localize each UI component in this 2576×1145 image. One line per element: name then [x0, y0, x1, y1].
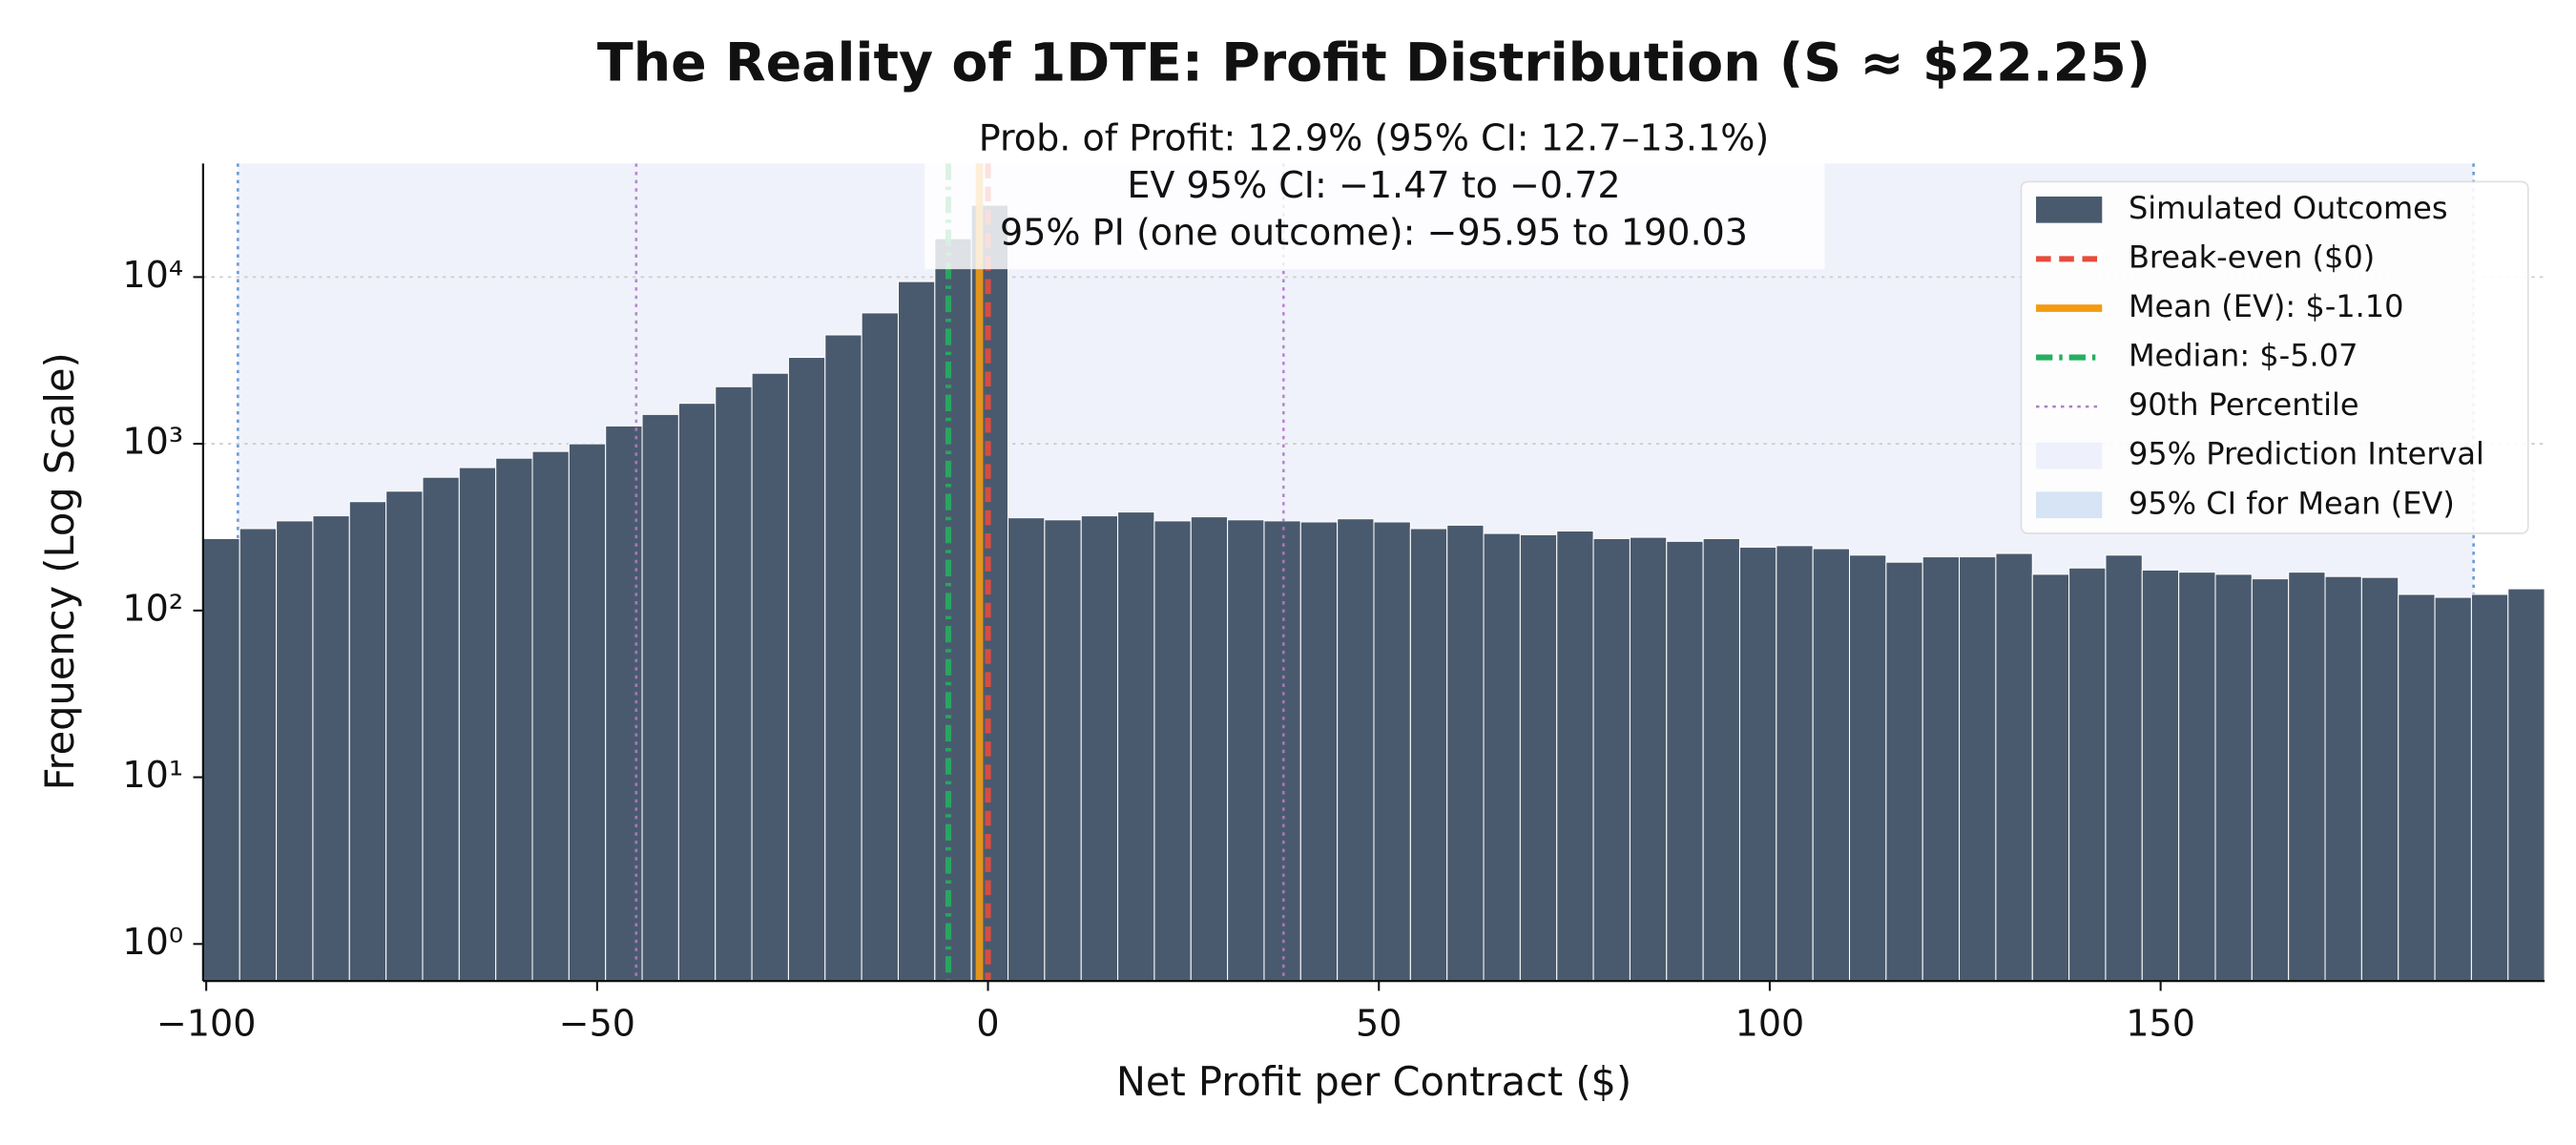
legend-label: 95% CI for Mean (EV) [2129, 485, 2455, 521]
bar [787, 356, 826, 982]
bar [495, 457, 533, 982]
bar [715, 385, 753, 982]
bar [2068, 567, 2107, 982]
bar [677, 403, 717, 982]
bar [1483, 532, 1521, 982]
bar [641, 413, 679, 982]
bar [2288, 572, 2326, 982]
bar [1117, 511, 1155, 982]
legend-label: 95% Prediction Interval [2129, 436, 2484, 472]
legend-label: Median: $-5.07 [2129, 338, 2358, 374]
bar [239, 528, 278, 982]
bar [1409, 528, 1448, 982]
bar [2324, 575, 2362, 982]
y-tick-label: 10⁰ [122, 921, 183, 963]
bar [1446, 524, 1485, 982]
bar [1519, 533, 1558, 982]
bar [1666, 540, 1704, 982]
x-tick-label: 0 [976, 1002, 999, 1044]
bar [1959, 556, 1997, 982]
chart-title: The Reality of 1DTE: Profit Distribution… [597, 32, 2150, 94]
bar [1227, 519, 1265, 982]
bar [2141, 569, 2180, 982]
bar [568, 443, 607, 982]
x-tick-label: 150 [2126, 1002, 2195, 1044]
bar [1629, 536, 1668, 982]
x-axis-label: Net Profit per Contract ($) [1116, 1058, 1631, 1105]
bar [458, 467, 497, 982]
bar [751, 372, 789, 982]
x-tick-label: −50 [559, 1002, 635, 1044]
bar [2434, 596, 2472, 982]
bar [1299, 521, 1339, 982]
bar [531, 450, 570, 982]
x-tick-label: 100 [1735, 1002, 1805, 1044]
annotation: EV 95% CI: −1.47 to −0.72 [1127, 164, 1620, 206]
y-tick-label: 10³ [122, 421, 183, 463]
x-tick-label: 50 [1356, 1002, 1402, 1044]
bar [348, 501, 387, 982]
bar [2031, 573, 2070, 982]
bar [897, 281, 936, 982]
bar [1885, 561, 1923, 982]
bar [2360, 576, 2399, 982]
legend-label: Simulated Outcomes [2129, 190, 2448, 226]
legend-swatch [2036, 491, 2103, 519]
bar [2251, 578, 2290, 982]
bar [1337, 518, 1375, 982]
x-tick-label: −100 [156, 1002, 257, 1044]
legend: Simulated Outcomes Break-even ($0) Mean (E… [2020, 180, 2529, 534]
bar [1738, 546, 1777, 982]
bar [2214, 573, 2253, 982]
bar [1776, 545, 1814, 982]
bar [1702, 537, 1740, 982]
bar [202, 537, 240, 982]
bar [2470, 593, 2509, 982]
bar [1995, 552, 2033, 982]
bar [1044, 519, 1082, 982]
bar [861, 312, 900, 982]
bar [934, 238, 972, 982]
bar [1848, 554, 1887, 982]
bar [1008, 517, 1046, 982]
annotation: 95% PI (one outcome): −95.95 to 190.03 [1000, 211, 1748, 253]
bar [1556, 530, 1594, 982]
bar [2398, 593, 2436, 982]
bar [422, 476, 460, 982]
bar [824, 334, 862, 982]
bar [1922, 556, 1961, 982]
legend-swatch [2036, 196, 2103, 223]
bar [2178, 572, 2216, 982]
y-tick-label: 10² [122, 587, 183, 629]
annotation-box [924, 118, 1825, 270]
bar [1812, 548, 1851, 982]
bar [312, 515, 350, 982]
annotation: Prob. of Profit: 12.9% (95% CI: 12.7–13.… [979, 117, 1770, 159]
bar [1080, 515, 1119, 982]
legend-box [2020, 180, 2529, 534]
legend-label: Break-even ($0) [2129, 239, 2375, 275]
bar [1373, 521, 1411, 982]
bar [2507, 588, 2545, 982]
bar [1592, 537, 1631, 982]
bar [1190, 516, 1229, 982]
legend-label: Mean (EV): $-1.10 [2129, 288, 2404, 324]
bar [276, 520, 314, 982]
legend-label: 90th Percentile [2129, 386, 2359, 423]
y-tick-label: 10¹ [122, 754, 183, 796]
bar [2105, 554, 2143, 982]
bar [385, 490, 424, 982]
bar [1153, 520, 1192, 982]
legend-swatch [2036, 442, 2103, 469]
y-axis-label: Frequency (Log Scale) [36, 352, 83, 790]
y-tick-label: 10⁴ [122, 254, 183, 296]
